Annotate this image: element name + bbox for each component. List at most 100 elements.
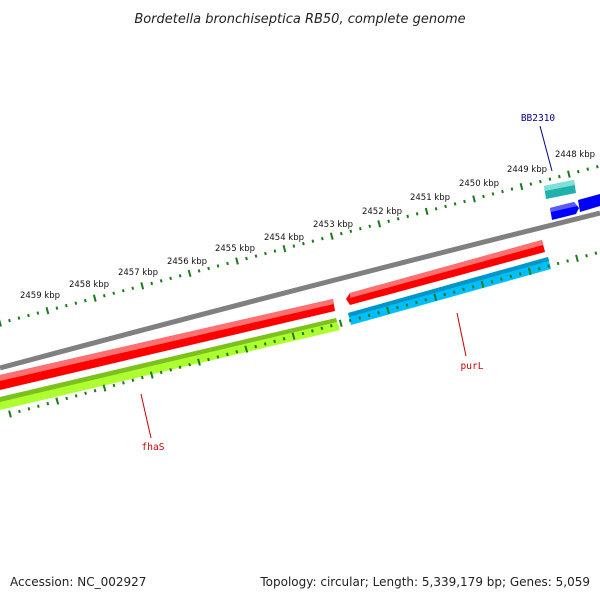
- scale-label: 2459 kbp: [20, 291, 60, 301]
- scale-label: 2450 kbp: [459, 179, 499, 189]
- minor-tick: [226, 352, 229, 357]
- major-tick: [377, 220, 382, 228]
- minor-tick: [434, 207, 438, 211]
- minor-tick: [65, 396, 69, 401]
- minor-tick: [264, 251, 267, 256]
- major-tick: [519, 182, 524, 191]
- purL-label-line: [456, 312, 467, 357]
- minor-tick: [112, 383, 116, 388]
- minor-tick: [169, 368, 173, 372]
- bb2310-label[interactable]: BB2310: [521, 113, 556, 124]
- minor-tick: [37, 404, 40, 408]
- minor-tick: [311, 239, 315, 243]
- minor-tick: [65, 303, 68, 308]
- minor-tick: [292, 244, 296, 248]
- minor-tick: [159, 370, 163, 375]
- major-tick: [102, 384, 107, 392]
- minor-tick: [273, 339, 276, 344]
- minor-tick: [273, 249, 277, 253]
- fhaS-forward-highlight: [0, 299, 334, 381]
- minor-tick: [349, 229, 353, 233]
- minor-tick: [235, 350, 239, 354]
- accession-text: Accession: NC_002927: [10, 575, 146, 589]
- minor-tick: [387, 219, 391, 223]
- minor-tick: [140, 375, 144, 380]
- major-tick: [567, 170, 571, 178]
- blue-cds-feature-2[interactable]: [578, 194, 600, 212]
- minor-tick: [444, 204, 447, 209]
- outer-tick-ring: [0, 165, 599, 327]
- minor-tick: [482, 194, 485, 199]
- minor-tick: [245, 256, 248, 261]
- minor-tick: [358, 227, 362, 231]
- minor-tick: [17, 316, 21, 320]
- minor-tick: [263, 342, 267, 346]
- minor-tick: [576, 169, 580, 174]
- minor-tick: [452, 290, 456, 294]
- scale-label: 2454 kbp: [264, 233, 304, 243]
- minor-tick: [93, 388, 97, 393]
- major-tick: [235, 257, 239, 265]
- minor-tick: [320, 326, 324, 331]
- major-tick: [45, 306, 50, 315]
- blue-cds-feature-highlight: [550, 202, 577, 212]
- minor-tick: [216, 355, 220, 359]
- minor-tick: [501, 189, 504, 194]
- scale-label: 2452 kbp: [362, 207, 402, 217]
- major-tick: [424, 207, 429, 215]
- major-tick: [92, 294, 97, 302]
- minor-tick: [556, 261, 560, 266]
- purL-reverse-shade: [348, 257, 549, 317]
- minor-tick: [367, 313, 371, 318]
- fhaS-label[interactable]: fhaS: [142, 442, 165, 453]
- major-tick: [386, 306, 390, 314]
- major-tick: [291, 332, 296, 340]
- fhaS-label-line: [140, 393, 152, 439]
- minor-tick: [463, 199, 466, 204]
- major-tick: [8, 410, 12, 418]
- minor-tick: [406, 214, 410, 219]
- minor-tick: [453, 202, 457, 206]
- minor-tick: [491, 192, 495, 196]
- genome-summary-text: Topology: circular; Length: 5,339,179 bp…: [259, 575, 590, 589]
- minor-tick: [558, 174, 561, 179]
- scale-label: 2448 kbp: [555, 150, 595, 160]
- minor-tick: [83, 298, 87, 303]
- major-tick: [282, 244, 287, 253]
- minor-tick: [339, 231, 343, 236]
- purL-label[interactable]: purL: [461, 361, 484, 372]
- minor-tick: [509, 274, 513, 279]
- bb2310-label-line: [539, 125, 553, 172]
- minor-tick: [121, 289, 125, 293]
- inner-tick-ring: [8, 251, 598, 418]
- minor-tick: [424, 298, 428, 302]
- minor-tick: [405, 303, 409, 307]
- minor-tick: [518, 272, 522, 276]
- major-tick: [433, 293, 438, 301]
- minor-tick: [368, 224, 372, 228]
- minor-tick: [122, 381, 125, 385]
- minor-tick: [358, 316, 362, 320]
- scale-label: 2458 kbp: [69, 280, 109, 290]
- minor-tick: [594, 251, 598, 255]
- major-tick: [338, 319, 343, 327]
- scale-label: 2449 kbp: [507, 165, 547, 175]
- minor-tick: [537, 266, 541, 271]
- minor-tick: [207, 357, 210, 362]
- fhaS-reverse-shade: [0, 318, 337, 402]
- major-tick: [472, 195, 476, 203]
- minor-tick: [112, 291, 116, 295]
- minor-tick: [254, 344, 258, 349]
- minor-tick: [462, 287, 465, 292]
- minor-tick: [539, 179, 542, 184]
- major-tick: [0, 319, 2, 327]
- scale-label: 2456 kbp: [167, 257, 207, 267]
- minor-tick: [490, 279, 494, 284]
- minor-tick: [178, 365, 182, 369]
- scale-label: 2455 kbp: [215, 244, 255, 254]
- scale-label: 2457 kbp: [118, 268, 158, 278]
- minor-tick: [595, 165, 599, 169]
- scale-label: 2453 kbp: [313, 220, 353, 230]
- scale-label: 2451 kbp: [410, 193, 450, 203]
- minor-tick: [443, 292, 447, 297]
